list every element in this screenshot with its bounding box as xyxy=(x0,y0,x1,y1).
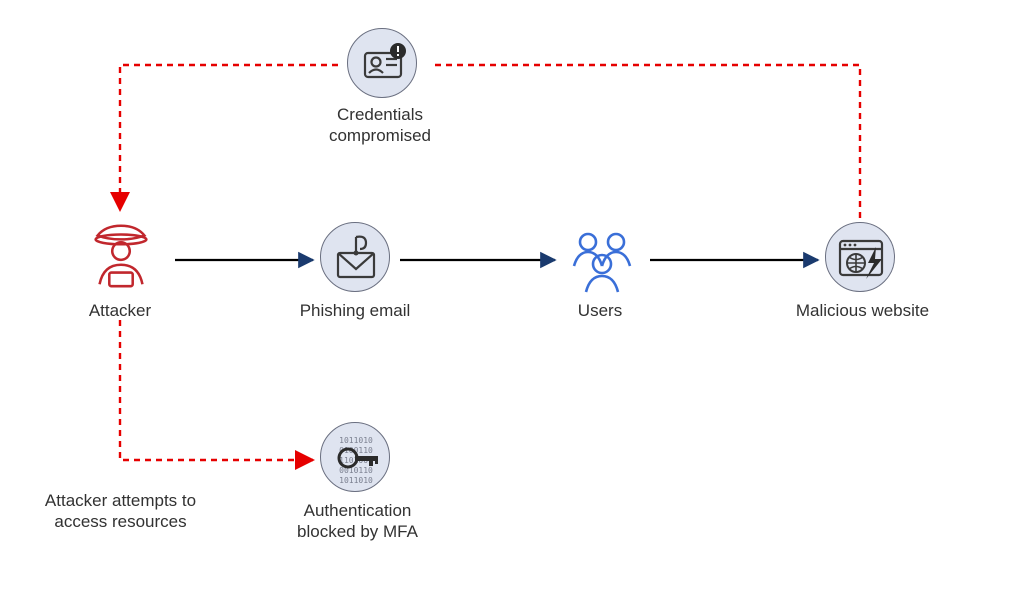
edge-malicious-credentials xyxy=(430,65,860,218)
node-attacker xyxy=(82,216,160,299)
phishing-icon xyxy=(320,222,390,292)
users-icon xyxy=(562,220,642,300)
label-attempt: Attacker attempts to access resources xyxy=(28,490,213,533)
label-malicious: Malicious website xyxy=(790,300,935,321)
svg-text:1011010: 1011010 xyxy=(339,476,373,485)
credentials-icon xyxy=(347,28,417,98)
node-users xyxy=(562,220,642,305)
attacker-icon xyxy=(82,216,160,294)
svg-text:1011010: 1011010 xyxy=(339,436,373,445)
node-mfa: 1011010 0100110 1101001 0010110 1011010 xyxy=(320,422,390,497)
label-mfa: Authentication blocked by MFA xyxy=(290,500,425,543)
edge-attacker-mfa xyxy=(120,320,313,460)
node-credentials xyxy=(340,28,424,103)
node-phishing xyxy=(320,222,390,297)
label-phishing: Phishing email xyxy=(295,300,415,321)
label-users: Users xyxy=(560,300,640,321)
malicious-website-icon xyxy=(825,222,895,292)
label-attacker: Attacker xyxy=(70,300,170,321)
mfa-icon: 1011010 0100110 1101001 0010110 1011010 xyxy=(320,422,390,492)
node-malicious xyxy=(825,222,895,297)
label-credentials: Credentials compromised xyxy=(300,104,460,147)
